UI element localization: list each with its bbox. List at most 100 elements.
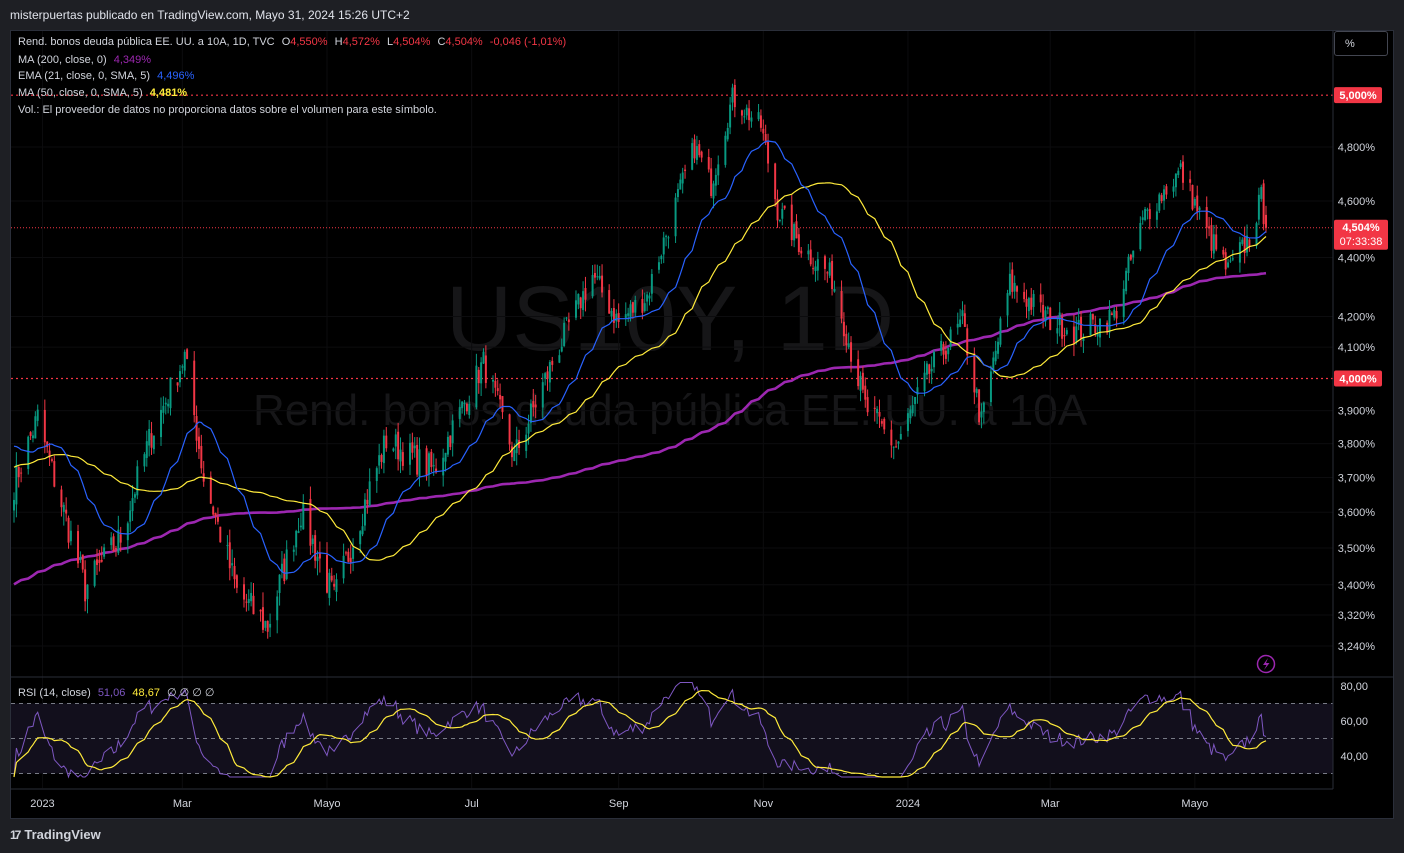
candle [1113, 306, 1116, 321]
candle [510, 441, 513, 467]
time-axis[interactable]: 2023 Mar Mayo Jul Sep Nov 2024 Mar Mayo [30, 798, 1208, 810]
candle [197, 427, 200, 459]
candle [401, 442, 404, 471]
volume-note: Vol.: El proveedor de datos no proporcio… [18, 104, 437, 116]
grid [11, 31, 1333, 788]
candle [940, 333, 943, 356]
candle [1191, 184, 1194, 211]
y-tick-label: 4,400% [1338, 252, 1376, 264]
candle [897, 441, 900, 450]
y-tick-label: 4,100% [1338, 342, 1376, 354]
candle [574, 290, 577, 321]
candle [1165, 183, 1168, 200]
candle [631, 301, 634, 319]
candle [86, 584, 89, 614]
candle [209, 471, 212, 505]
candle [285, 540, 288, 581]
candle [1182, 155, 1184, 191]
candle [717, 155, 720, 185]
candle [1215, 224, 1218, 252]
last-price-label: 4,504% [1342, 222, 1380, 234]
candle [67, 515, 70, 549]
candle [1016, 285, 1019, 303]
symbol-legend[interactable]: Rend. bonos deuda pública EE. UU. a 10A,… [18, 36, 570, 48]
candle [1023, 282, 1026, 303]
candle [1046, 305, 1049, 315]
candle [60, 485, 63, 517]
tradingview-logo-icon: 17 [10, 827, 21, 842]
x-tick-label: Mayo [1181, 798, 1208, 810]
candle [740, 109, 743, 125]
candle [541, 373, 544, 419]
candle [261, 592, 264, 634]
x-tick-label: 2023 [30, 798, 54, 810]
candle [264, 620, 267, 632]
candle [1262, 179, 1265, 231]
price-axis[interactable]: 4,800% 4,600% 4,400% 4,200% 4,100% 3,900% 3,80… [11, 31, 1393, 790]
candle [997, 337, 1000, 359]
candle [1193, 197, 1196, 209]
rsi-legend[interactable]: RSI (14, close) 51,06 48,67 ∅ ∅ ∅ ∅ [18, 687, 215, 699]
candle [693, 134, 696, 164]
candle [710, 157, 713, 199]
candle [665, 234, 668, 247]
candle [776, 189, 779, 228]
candle [62, 502, 65, 526]
candle [707, 148, 710, 173]
candle [1065, 327, 1068, 336]
y-tick-label: 3,320% [1338, 610, 1376, 622]
candle [1210, 217, 1213, 259]
candle [352, 538, 355, 572]
candle [458, 399, 461, 428]
candle [558, 349, 561, 364]
candle [700, 150, 703, 163]
candle [833, 280, 836, 293]
countdown-label: 07:33:38 [1340, 236, 1383, 248]
candle [148, 420, 151, 457]
candle [850, 336, 853, 373]
candle [34, 411, 37, 439]
candle [650, 269, 653, 302]
candle [876, 406, 879, 424]
y-tick-label: 3,600% [1338, 507, 1376, 519]
candle [463, 400, 466, 416]
candle [1146, 207, 1149, 220]
candle [13, 492, 15, 523]
candle [380, 453, 383, 469]
candle [1094, 315, 1097, 337]
candle [807, 243, 810, 261]
candle [695, 135, 698, 165]
candle [1172, 178, 1175, 198]
candle [733, 79, 736, 118]
tradingview-logo[interactable]: 17 TradingView [10, 827, 101, 842]
open-value: O4,550% [281, 36, 328, 48]
candle [1212, 224, 1215, 259]
rsi-ma-line [13, 689, 1267, 778]
candle [252, 583, 255, 615]
candle [131, 485, 134, 521]
candle [676, 183, 679, 203]
candle [446, 431, 449, 457]
ema21-legend[interactable]: EMA (21, close, 0, SMA, 5) 4,496% [18, 70, 195, 82]
candle [235, 574, 238, 594]
candle [826, 271, 829, 283]
scale-percent-button[interactable]: % [1334, 31, 1388, 56]
candle [667, 235, 670, 249]
ma50-legend[interactable]: MA (50, close, 0, SMA, 5) 4,481% [18, 87, 188, 99]
candle [176, 382, 179, 393]
lightning-icon[interactable] [1256, 654, 1276, 674]
level-tag [1334, 370, 1382, 387]
ma200-legend[interactable]: MA (200, close, 0) 4,349% [18, 54, 152, 66]
candle [624, 302, 627, 326]
candle [1080, 310, 1083, 347]
candle [31, 430, 34, 443]
candle [857, 350, 860, 390]
watermark-ticker: US10Y, 1D [446, 268, 894, 370]
y-tick-label: 3,400% [1338, 580, 1376, 592]
candle [745, 104, 748, 120]
candle [1257, 187, 1260, 226]
candle [375, 466, 378, 493]
candle [93, 559, 96, 588]
rsi-pane: 80,00 60,00 40,00 [11, 681, 1368, 779]
